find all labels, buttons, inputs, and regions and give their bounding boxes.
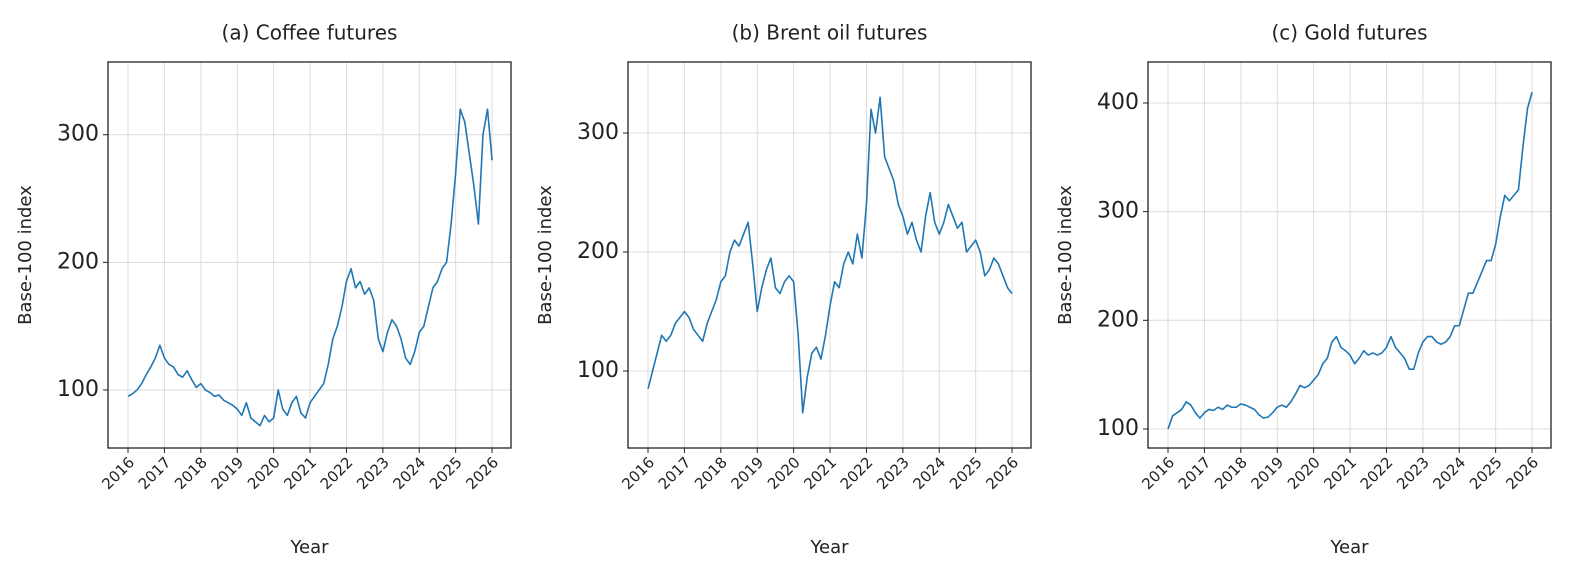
x-tick-label: 2020 bbox=[244, 453, 284, 493]
y-tick-label: 400 bbox=[1097, 90, 1139, 115]
x-axis-label: Year bbox=[809, 537, 849, 558]
x-tick-label: 2020 bbox=[764, 453, 804, 493]
chart-title: (b) Brent oil futures bbox=[732, 21, 928, 45]
x-tick-label: 2021 bbox=[1320, 453, 1360, 493]
y-tick-label: 100 bbox=[577, 358, 619, 383]
x-axis-label: Year bbox=[289, 537, 329, 558]
y-tick-label: 300 bbox=[57, 122, 99, 147]
x-tick-label: 2016 bbox=[98, 453, 138, 493]
axes-frame bbox=[1147, 61, 1552, 449]
x-tick-label: 2023 bbox=[873, 453, 913, 493]
x-axis-label: Year bbox=[1329, 537, 1369, 558]
x-tick-label: 2025 bbox=[946, 453, 986, 493]
x-tick-label: 2021 bbox=[280, 453, 320, 493]
x-tick-label: 2017 bbox=[1175, 453, 1215, 493]
y-axis-label: Base-100 index bbox=[1055, 185, 1076, 325]
series-line bbox=[1167, 91, 1533, 430]
y-tick-label: 200 bbox=[57, 249, 99, 274]
x-tick-label: 2017 bbox=[655, 453, 695, 493]
x-tick-label: 2022 bbox=[317, 453, 357, 493]
x-tick-label: 2020 bbox=[1284, 453, 1324, 493]
axes-frame bbox=[107, 61, 512, 449]
y-axis-label: Base-100 index bbox=[535, 185, 556, 325]
x-tick-label: 2025 bbox=[426, 453, 466, 493]
x-tick-label: 2024 bbox=[1430, 453, 1470, 493]
x-tick-label: 2018 bbox=[171, 453, 211, 493]
chart-title: (c) Gold futures bbox=[1271, 21, 1427, 45]
y-tick-label: 200 bbox=[1097, 307, 1139, 332]
x-tick-label: 2022 bbox=[837, 453, 877, 493]
axes-frame bbox=[627, 61, 1032, 449]
x-tick-label: 2023 bbox=[1393, 453, 1433, 493]
x-tick-label: 2023 bbox=[353, 453, 393, 493]
series-line bbox=[127, 108, 493, 427]
x-tick-label: 2019 bbox=[728, 453, 768, 493]
x-tick-label: 2021 bbox=[800, 453, 840, 493]
x-tick-label: 2022 bbox=[1357, 453, 1397, 493]
x-tick-label: 2024 bbox=[390, 453, 430, 493]
x-tick-label: 2025 bbox=[1466, 453, 1506, 493]
y-tick-label: 300 bbox=[1097, 199, 1139, 224]
x-tick-label: 2019 bbox=[208, 453, 248, 493]
x-tick-label: 2017 bbox=[135, 453, 175, 493]
x-tick-label: 2026 bbox=[982, 453, 1022, 493]
series-line bbox=[647, 96, 1013, 414]
x-tick-label: 2016 bbox=[618, 453, 658, 493]
x-tick-label: 2024 bbox=[910, 453, 950, 493]
x-tick-label: 2026 bbox=[1502, 453, 1542, 493]
y-tick-label: 300 bbox=[577, 120, 619, 145]
x-tick-label: 2019 bbox=[1248, 453, 1288, 493]
y-tick-label: 200 bbox=[577, 239, 619, 264]
x-tick-label: 2018 bbox=[1211, 453, 1251, 493]
x-tick-label: 2016 bbox=[1138, 453, 1178, 493]
x-tick-label: 2026 bbox=[462, 453, 502, 493]
y-tick-label: 100 bbox=[1097, 416, 1139, 441]
y-tick-label: 100 bbox=[57, 377, 99, 402]
y-axis-label: Base-100 index bbox=[15, 185, 36, 325]
x-tick-label: 2018 bbox=[691, 453, 731, 493]
chart-title: (a) Coffee futures bbox=[222, 21, 398, 45]
